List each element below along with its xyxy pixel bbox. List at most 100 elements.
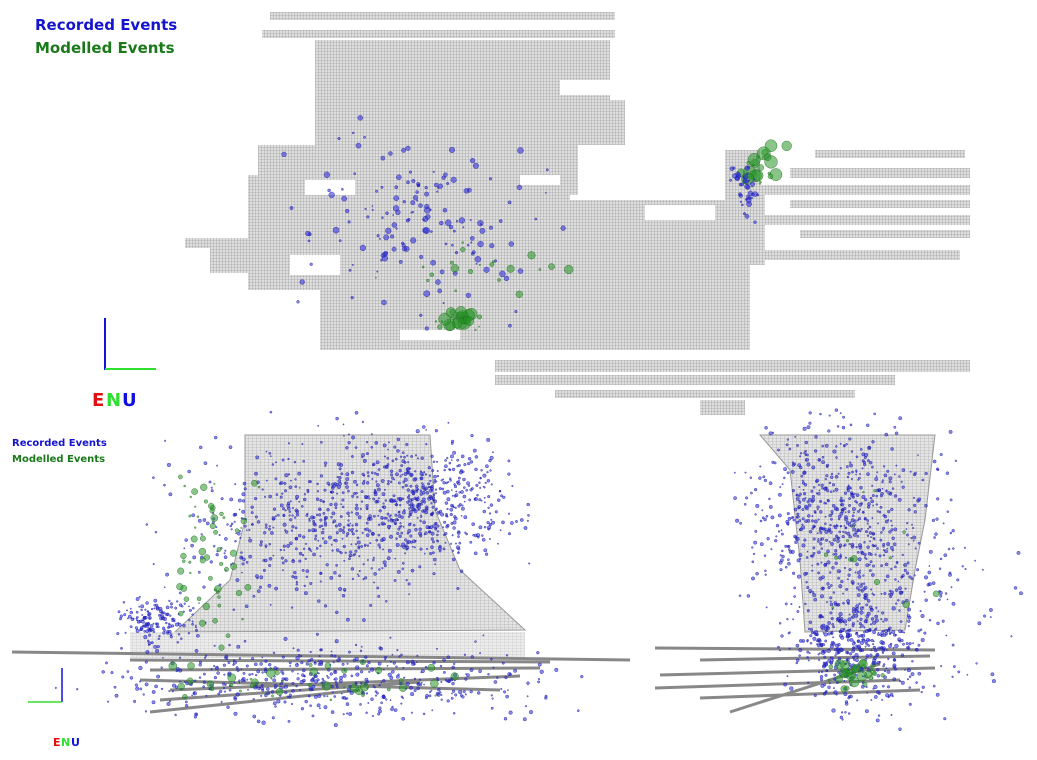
modelled-event — [478, 263, 481, 266]
recorded-event — [183, 680, 186, 683]
recorded-event — [419, 489, 423, 493]
recorded-event — [832, 537, 837, 542]
recorded-event — [852, 495, 855, 499]
recorded-event — [391, 222, 398, 228]
recorded-event — [168, 629, 172, 634]
recorded-event — [855, 493, 860, 497]
recorded-event — [248, 554, 252, 559]
recorded-event — [788, 447, 792, 451]
recorded-event — [898, 640, 902, 643]
recorded-event — [295, 497, 298, 501]
legend-recorded: Recorded Events — [35, 16, 177, 34]
recorded-event — [318, 513, 322, 517]
recorded-event — [738, 182, 743, 187]
recorded-event — [365, 527, 369, 531]
recorded-event — [413, 689, 417, 693]
recorded-event — [209, 560, 213, 564]
recorded-event — [463, 653, 466, 656]
recorded-event — [268, 557, 273, 561]
recorded-event — [417, 488, 420, 491]
recorded-event — [284, 684, 289, 689]
recorded-event — [364, 576, 368, 580]
recorded-event — [382, 548, 384, 551]
axis-label-n: N — [61, 736, 70, 749]
recorded-event — [242, 499, 246, 503]
recorded-event — [820, 547, 824, 550]
recorded-event — [377, 468, 381, 471]
recorded-event — [198, 663, 202, 667]
recorded-event — [355, 543, 358, 546]
recorded-event — [857, 557, 862, 562]
recorded-event — [259, 662, 263, 666]
recorded-event — [321, 537, 325, 540]
recorded-event — [420, 516, 423, 519]
recorded-event — [864, 645, 867, 648]
recorded-event — [180, 637, 183, 640]
recorded-event — [294, 663, 299, 667]
modelled-event — [213, 482, 216, 485]
recorded-event — [872, 630, 876, 635]
recorded-event — [450, 489, 453, 491]
recorded-event — [370, 433, 373, 436]
modelled-event — [506, 264, 515, 273]
recorded-event — [768, 505, 773, 509]
recorded-event — [377, 543, 381, 547]
recorded-event — [304, 699, 308, 704]
recorded-event — [344, 482, 347, 484]
recorded-event — [140, 608, 143, 612]
recorded-event — [408, 593, 411, 596]
recorded-event — [362, 578, 365, 581]
recorded-event — [351, 577, 354, 580]
recorded-event — [869, 605, 873, 609]
recorded-event — [833, 506, 838, 511]
recorded-event — [337, 136, 341, 140]
recorded-event — [326, 508, 330, 512]
recorded-event — [184, 538, 188, 542]
recorded-event — [439, 664, 443, 668]
recorded-event — [394, 457, 398, 461]
recorded-event — [499, 529, 502, 532]
recorded-event — [833, 601, 837, 605]
recorded-event — [457, 530, 461, 534]
recorded-event — [365, 481, 370, 485]
recorded-event — [446, 507, 449, 511]
recorded-event — [855, 562, 859, 567]
recorded-event — [391, 653, 394, 656]
recorded-event — [264, 526, 268, 529]
recorded-event — [817, 550, 821, 555]
recorded-event — [825, 486, 828, 489]
recorded-event — [257, 686, 261, 691]
recorded-event — [404, 544, 407, 547]
recorded-event — [777, 530, 781, 533]
recorded-event — [867, 459, 870, 463]
recorded-event — [457, 476, 461, 480]
recorded-event — [226, 705, 230, 709]
recorded-event — [889, 492, 893, 496]
recorded-event — [819, 510, 823, 514]
recorded-event — [870, 536, 872, 538]
recorded-event — [267, 583, 272, 588]
recorded-event — [463, 463, 467, 467]
recorded-event — [269, 455, 272, 458]
recorded-event — [872, 620, 877, 625]
recorded-event — [832, 625, 835, 629]
recorded-event — [829, 644, 834, 649]
recorded-event — [298, 559, 302, 563]
recorded-event — [444, 459, 447, 462]
recorded-event — [330, 710, 335, 714]
recorded-event — [842, 415, 845, 419]
recorded-event — [950, 586, 953, 589]
axis-label-u: U — [71, 736, 80, 749]
recorded-event — [881, 487, 884, 490]
recorded-event — [860, 624, 864, 628]
modelled-event — [219, 511, 224, 516]
recorded-event — [169, 614, 172, 617]
modelled-event — [183, 596, 190, 602]
recorded-event — [424, 326, 429, 331]
recorded-event — [197, 518, 202, 523]
recorded-event — [169, 602, 173, 606]
recorded-event — [268, 525, 271, 528]
recorded-event — [759, 542, 764, 547]
recorded-event — [252, 594, 256, 598]
recorded-event — [330, 516, 333, 519]
